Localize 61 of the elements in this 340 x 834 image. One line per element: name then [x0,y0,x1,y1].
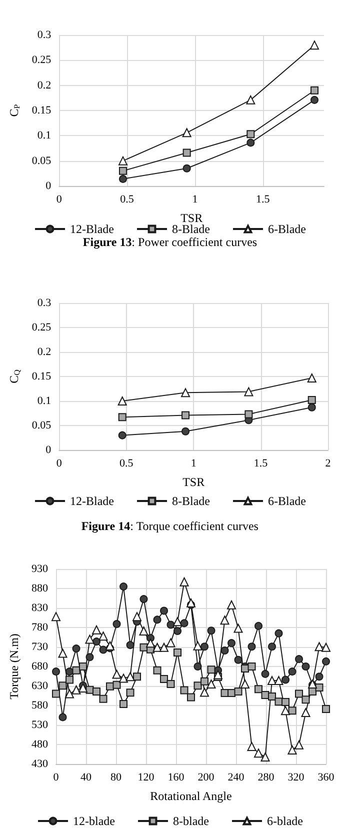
y-tick-label: 530 [32,719,48,731]
y-tick-label: 0.2 [37,346,52,358]
x-tick-label: 0.5 [119,458,134,470]
y-axis-title: CQ [7,369,22,384]
x-tick-label: 0 [56,458,62,470]
x-tick-label: 0 [56,194,62,206]
y-tick-label: 0.25 [32,54,52,66]
y-tick-label: 630 [32,680,48,692]
y-axis-title: Torque (N.m) [7,634,21,700]
y-tick-label: 0.3 [37,29,52,41]
legend-label: 12-Blade [70,494,114,508]
y-tick-label: 0.05 [32,154,52,167]
y-tick-label: 0.2 [37,79,52,92]
legend-label: 12-Blade [70,222,114,236]
x-tick-label: 240 [228,772,245,784]
x-tick-label: 1 [192,194,198,206]
x-axis-title: TSR [180,211,203,225]
legend-label: 6-Blade [268,494,306,508]
y-tick-label: 0 [46,444,52,456]
y-tick-label: 580 [32,700,48,712]
x-axis-title: Rotational Angle [150,789,232,803]
legend-label: 12-blade [73,814,116,828]
y-tick-label: 0.25 [32,322,52,334]
x-tick-label: 0 [53,772,60,784]
y-tick-label: 430 [32,758,48,770]
x-tick-label: 40 [80,772,92,784]
x-tick-label: 1 [190,458,196,470]
legend-label: 8-Blade [172,494,210,508]
y-tick-label: 830 [32,602,48,614]
x-tick-label: 160 [168,772,185,784]
x-axis-title: TSR [182,475,205,489]
x-tick-label: 280 [258,772,275,784]
y-tick-label: 0.3 [37,297,52,309]
legend-label: 6-blade [266,814,303,828]
y-tick-label: 880 [32,582,48,594]
x-tick-label: 120 [138,772,155,784]
legend-label: 6-Blade [268,222,306,236]
y-tick-label: 0.1 [37,395,52,407]
y-tick-label: 0.05 [32,420,52,432]
x-tick-label: 0.5 [120,194,134,206]
y-axis-title: CP [7,104,22,117]
y-tick-label: 0 [46,180,52,192]
x-tick-label: 360 [318,772,335,784]
y-tick-label: 0.15 [32,104,52,116]
y-tick-label: 480 [32,738,48,750]
x-tick-label: 1.5 [256,194,270,206]
x-tick-label: 80 [110,772,122,784]
caption: Figure 13: Power coefficient curves [82,235,258,249]
y-tick-label: 680 [32,660,48,672]
y-tick-label: 0.1 [37,130,52,142]
legend-label: 8-blade [173,814,209,828]
y-tick-label: 780 [32,622,48,634]
y-tick-label: 0.15 [32,370,52,382]
x-tick-label: 1.5 [254,458,268,470]
y-tick-label: 730 [32,641,48,653]
caption: Figure 14: Torque coefficient curves [81,519,259,533]
x-tick-label: 2 [325,458,331,470]
x-tick-label: 200 [198,772,215,784]
y-tick-label: 930 [32,563,48,575]
x-tick-label: 320 [288,772,305,784]
legend-label: 8-Blade [172,222,210,236]
